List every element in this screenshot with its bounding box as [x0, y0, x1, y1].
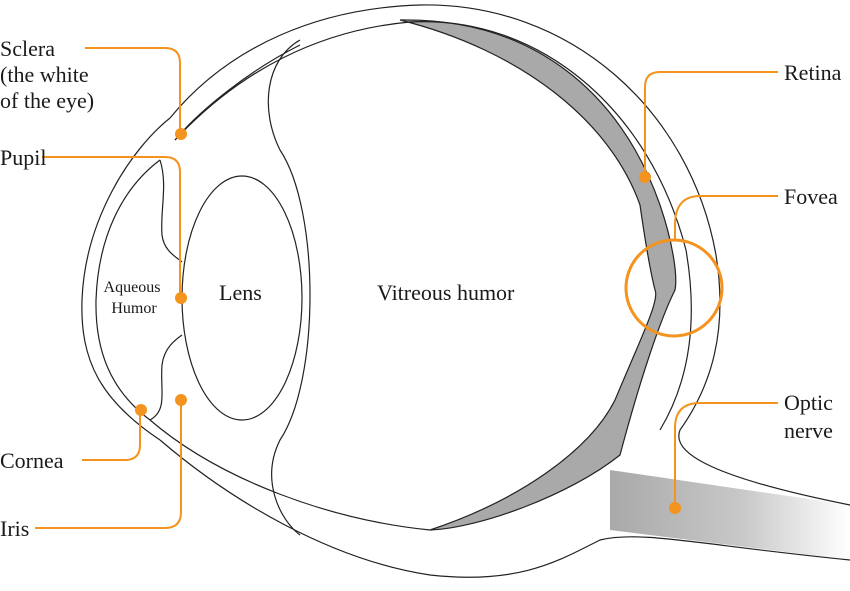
sclera-outline — [169, 4, 850, 506]
sclera-leader — [85, 47, 181, 133]
optic-nerve-shape — [610, 470, 850, 560]
sclera-dot — [175, 128, 187, 140]
optic-nerve-label: Optic nerve — [784, 390, 838, 443]
sclera-lower-outline — [159, 439, 850, 578]
retina-dot — [639, 171, 651, 183]
pupil-dot — [175, 292, 187, 304]
pupil-leader — [42, 156, 181, 297]
sclera-label: Sclera (the white of the eye) — [0, 36, 94, 113]
optic-nerve-leader — [674, 402, 778, 508]
iris-dot — [175, 394, 187, 406]
retina-shape — [399, 19, 677, 531]
cornea-label: Cornea — [0, 448, 64, 473]
iris-leader — [35, 400, 182, 529]
iris-label: Iris — [0, 516, 29, 541]
cornea-leader — [82, 410, 141, 461]
iris-upper-outline — [159, 159, 183, 263]
iris-lower-outline — [149, 334, 183, 421]
ciliary-lower-outline — [149, 419, 431, 531]
cornea-dot — [135, 404, 147, 416]
choroid-outline — [174, 21, 692, 431]
fovea-label: Fovea — [784, 184, 838, 209]
fovea-leader — [674, 195, 778, 240]
vitreous-boundary — [267, 39, 311, 536]
lens-label: Lens — [219, 280, 262, 305]
optic-nerve-dot — [669, 502, 681, 514]
retina-label: Retina — [784, 60, 842, 85]
aqueous-humor-label: Aqueous Humor — [104, 279, 165, 317]
vitreous-humor-label: Vitreous humor — [377, 280, 515, 305]
cornea-inner-outline — [95, 159, 161, 421]
pupil-label: Pupil — [0, 145, 46, 170]
retina-leader — [644, 71, 778, 176]
